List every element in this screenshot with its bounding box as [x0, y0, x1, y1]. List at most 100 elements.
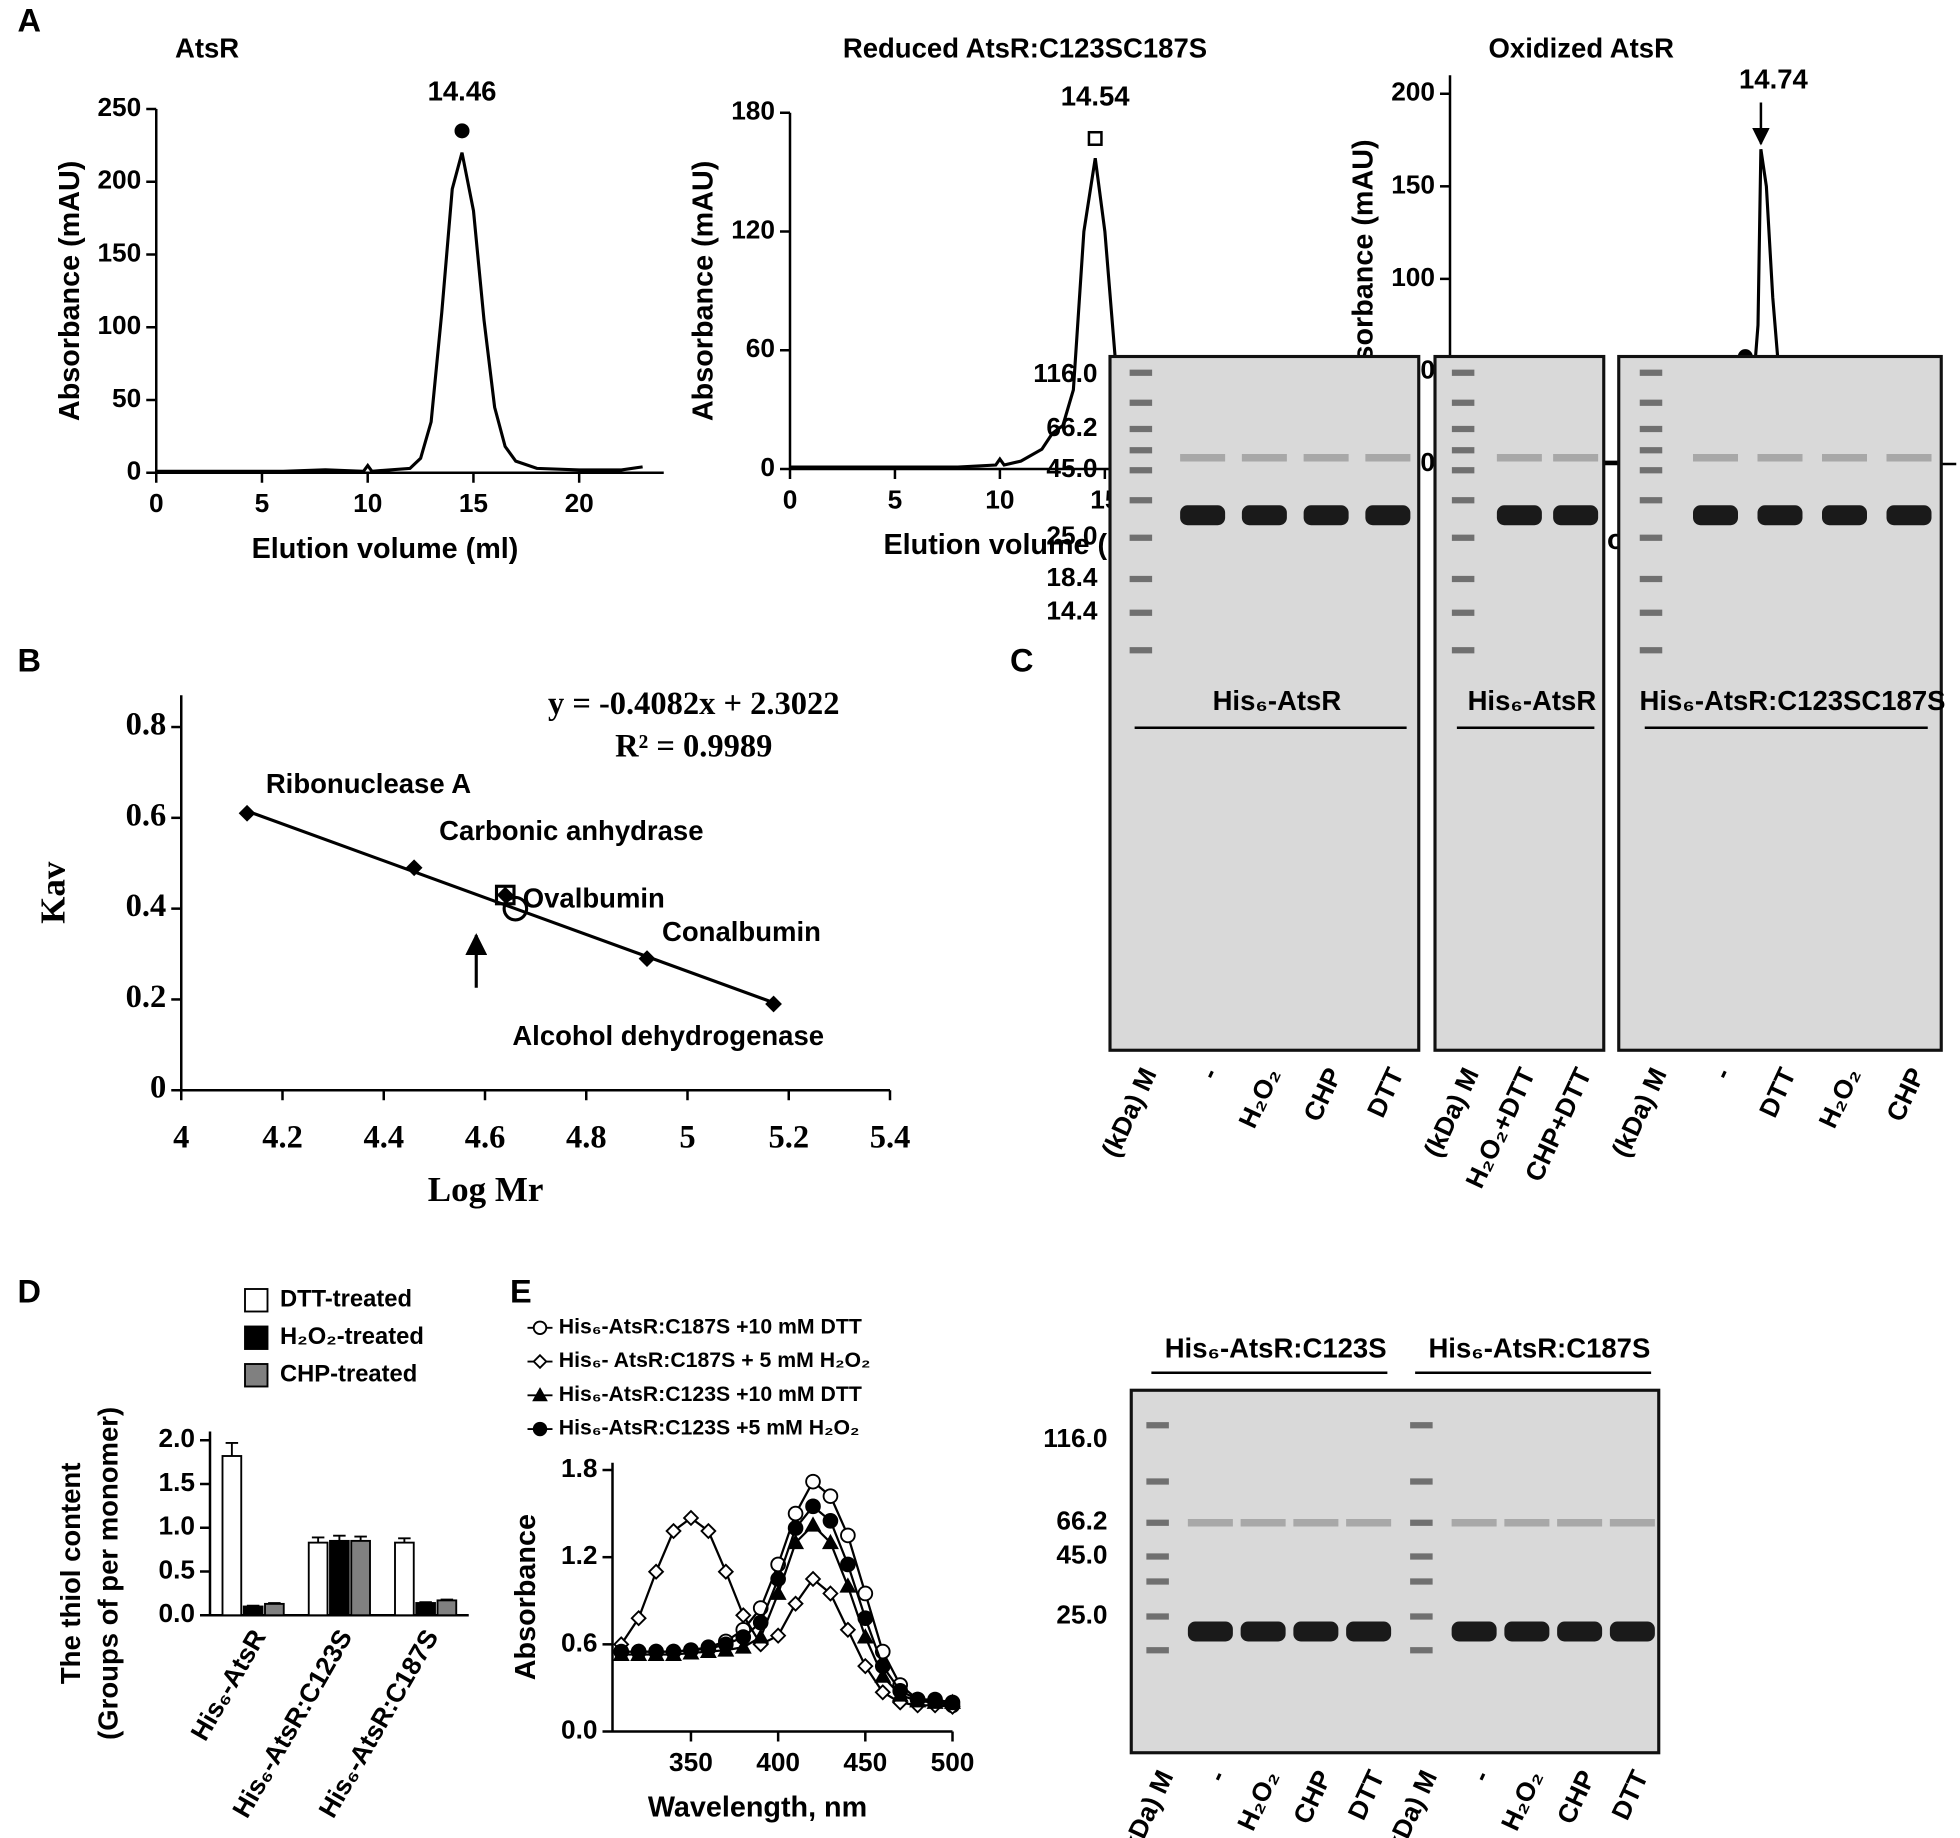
marker — [630, 1609, 647, 1627]
y-axis-label: Absorbance — [510, 1514, 542, 1680]
error-bar — [268, 1602, 281, 1604]
ladder-band — [1129, 534, 1153, 541]
ladder-band — [1129, 609, 1153, 616]
annotation: 14.54 — [1061, 81, 1131, 112]
marker — [648, 1643, 664, 1660]
legend-swatch — [244, 1325, 269, 1350]
faint-band — [1293, 1519, 1339, 1527]
marker — [927, 1691, 943, 1708]
marker — [613, 1643, 630, 1660]
marker — [856, 1628, 874, 1644]
faint-band — [1240, 1519, 1286, 1527]
marker — [238, 804, 256, 822]
ladder-band — [1639, 399, 1663, 406]
y-tick-label: 0.0 — [159, 1598, 196, 1628]
legend-label: CHP-treated — [280, 1361, 417, 1388]
annotation: 14.46 — [428, 76, 497, 107]
gel — [1129, 1388, 1661, 1755]
x-tick-label: 0 — [149, 488, 164, 518]
legend-label: DTT-treated — [280, 1286, 412, 1313]
panel-label: D — [18, 1274, 41, 1310]
x-tick-label: 5.4 — [870, 1120, 911, 1156]
size-marker: 25.0 — [1056, 1599, 1107, 1629]
ladder-band — [1451, 497, 1475, 504]
lane-label: (kDa) M — [1605, 1063, 1672, 1162]
marker — [752, 1614, 769, 1631]
x-tick-label: 5.2 — [768, 1120, 809, 1156]
marker — [1087, 130, 1103, 146]
ladder-band — [1410, 1422, 1433, 1429]
ladder-band — [1451, 647, 1475, 654]
gel-group-title: His₆-AtsR:C123S — [1165, 1333, 1387, 1364]
marker — [892, 1683, 909, 1699]
protein-band — [1451, 1621, 1497, 1642]
marker — [874, 1667, 892, 1683]
bar — [415, 1602, 436, 1617]
faint-band — [1553, 454, 1599, 462]
y-tick-label: 1.8 — [561, 1453, 598, 1483]
legend-label: His₆- AtsR:C187S + 5 mM H₂O₂ — [559, 1348, 871, 1372]
x-tick-label: 5 — [679, 1120, 695, 1156]
protein-band — [1553, 505, 1599, 526]
y-tick-label: 1.0 — [159, 1511, 196, 1541]
ladder-band — [1410, 1478, 1433, 1485]
lane-label: - — [1706, 1063, 1737, 1084]
ladder-band — [1146, 1422, 1169, 1429]
marker — [787, 1520, 804, 1536]
x-tick-label: 400 — [756, 1747, 800, 1777]
marker — [839, 1577, 857, 1593]
marker — [857, 1657, 874, 1675]
marker — [805, 1473, 821, 1490]
ladder-band — [1639, 369, 1663, 376]
y-tick-label: 0 — [127, 456, 142, 486]
y-tick-label: 2.0 — [159, 1423, 196, 1453]
panel-label: B — [18, 642, 41, 678]
legend-swatch — [244, 1363, 269, 1388]
faint-band — [1451, 1519, 1497, 1527]
faint-band — [1365, 454, 1411, 462]
y-tick-label: 0.6 — [561, 1627, 598, 1657]
protein-band — [1346, 1621, 1392, 1642]
lane-label: DTT — [1342, 1766, 1391, 1825]
x-tick-label: 4.4 — [363, 1120, 404, 1156]
ladder-band — [1129, 467, 1153, 474]
panel-label: E — [510, 1274, 532, 1310]
marker — [821, 1533, 839, 1550]
ladder-band — [1129, 399, 1153, 406]
gel-group-title: His₆-AtsR — [1213, 685, 1342, 716]
marker — [909, 1691, 926, 1708]
gel-group-title: His₆-AtsR — [1468, 685, 1597, 716]
y-tick-label: 0.4 — [126, 888, 167, 924]
marker — [765, 995, 782, 1013]
x-tick-label: 0 — [783, 484, 798, 514]
bar — [436, 1599, 458, 1617]
lane-label: CHP — [1551, 1766, 1602, 1829]
data-line — [621, 1479, 953, 1707]
y-axis-label: (Groups of per monomer) — [92, 1407, 123, 1740]
y-tick-label: 180 — [731, 96, 775, 126]
chart-title: AtsR — [175, 33, 239, 64]
protein-band — [1241, 505, 1287, 526]
ladder-band — [1451, 399, 1475, 406]
marker — [735, 1629, 752, 1645]
marker — [532, 1387, 548, 1402]
marker — [874, 1658, 891, 1674]
bar — [264, 1602, 285, 1617]
protein-band — [1609, 1621, 1655, 1642]
marker — [822, 1513, 839, 1529]
marker — [532, 1320, 548, 1335]
marker — [752, 1628, 770, 1644]
y-tick-label: 50 — [112, 383, 141, 413]
lane-label: CHP — [1297, 1063, 1348, 1126]
ladder-band — [1639, 534, 1663, 541]
y-tick-label: 0.5 — [159, 1554, 196, 1584]
marker — [532, 1421, 548, 1437]
annotation: 14.74 — [1739, 64, 1809, 95]
ladder-band — [1451, 534, 1475, 541]
y-axis-label: The thiol content — [55, 1463, 86, 1685]
protein-band — [1365, 505, 1411, 526]
faint-band — [1557, 1519, 1603, 1527]
panel-label: A — [18, 2, 41, 38]
marker — [769, 1627, 787, 1644]
